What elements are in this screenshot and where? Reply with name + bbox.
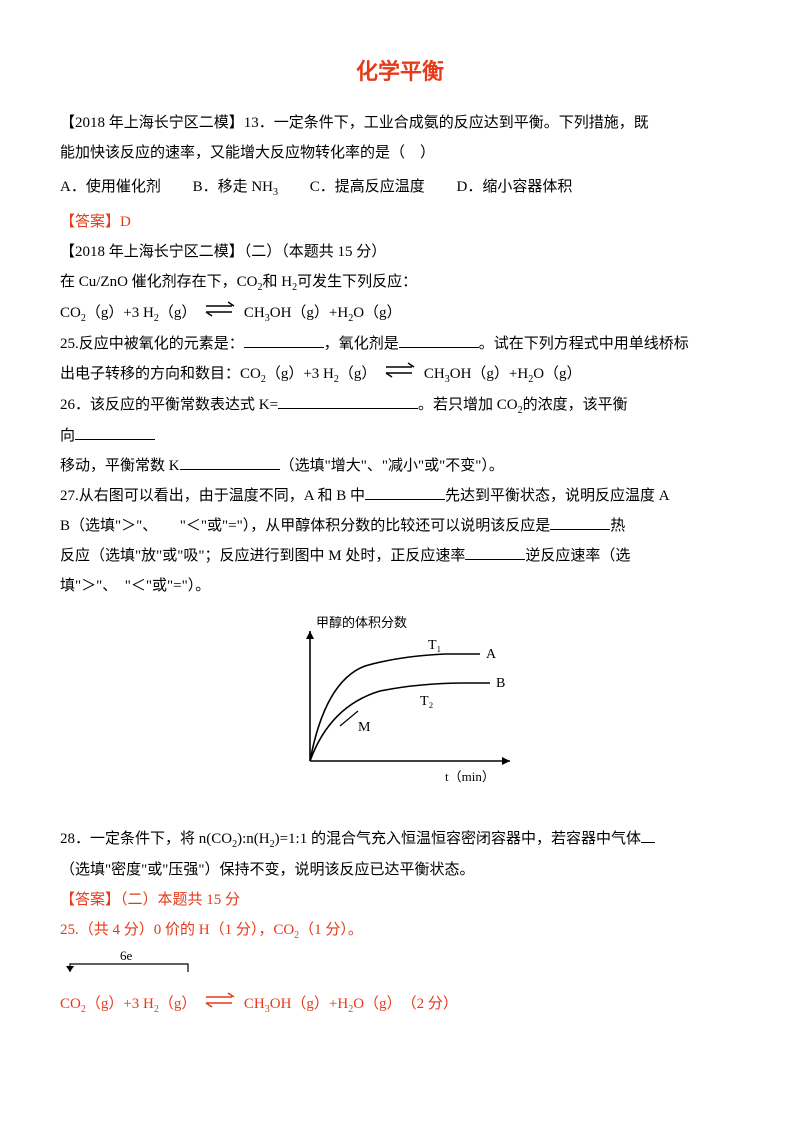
sec2-t2: 和 H xyxy=(263,274,293,290)
aeq-pts: （2 分） xyxy=(394,996,458,1012)
blank-gas-prop xyxy=(641,827,655,843)
q25-t7: CH xyxy=(424,366,445,382)
q26-t1: 26．该反应的平衡常数表达式 K= xyxy=(60,397,278,413)
a25-t2: （1 分）。 xyxy=(299,922,363,938)
blank-rate-cmp xyxy=(465,544,525,560)
aeq-l3: （g） xyxy=(159,996,197,1012)
eq-r1: CH xyxy=(244,305,265,321)
q26-line1: 26．该反应的平衡常数表达式 K=。若只增加 CO2的浓度，该平衡 xyxy=(60,390,740,421)
blank-k-change xyxy=(180,454,280,470)
chart-b-label: B xyxy=(496,676,505,691)
sec2-t3: 可发生下列反应： xyxy=(297,274,417,290)
q13-options: A．使用催化剂 B．移走 NH3 C．提高反应温度 D．缩小容器体积 xyxy=(60,172,740,203)
q26-line3: 移动，平衡常数 K （选填"增大"、"减小"或"不变"）。 xyxy=(60,451,740,481)
q27-t4: 热 xyxy=(610,518,625,534)
q26-t5: 移动，平衡常数 K xyxy=(60,458,180,474)
q27-t6: 逆反应速率（选 xyxy=(525,548,630,564)
blank-heat-type xyxy=(550,514,610,530)
chart-svg: 甲醇的体积分数 T₁ A T₂ B M t（min） xyxy=(270,611,530,791)
section2-header: 【2018 年上海长宁区二模】（二）（本题共 15 分） xyxy=(60,237,740,267)
q25-t4: 出电子转移的方向和数目：CO xyxy=(60,366,261,382)
q28-t3: )=1:1 的混合气充入恒温恒容密闭容器中，若容器中气体 xyxy=(275,831,641,847)
q25-line1: 25.反应中被氧化的元素是： ，氧化剂是 。试在下列方程式中用单线桥标 xyxy=(60,329,740,359)
chart-a-label: A xyxy=(486,647,497,662)
sec2-t1: 在 Cu/ZnO 催化剂存在下，CO xyxy=(60,274,258,290)
q25-t1: 25.反应中被氧化的元素是： xyxy=(60,336,244,352)
q27-line3: 反应（选填"放"或"吸"；反应进行到图中 M 处时，正反应速率 逆反应速率（选 xyxy=(60,541,740,571)
q28-t2: ):n(H xyxy=(237,831,270,847)
q25-t8: OH（g）+H xyxy=(450,366,528,382)
q27-t2: 先达到平衡状态，说明反应温度 A xyxy=(445,488,670,504)
q25-t3: 。试在下列方程式中用单线桥标 xyxy=(479,336,689,352)
q28-line2: （选填"密度"或"压强"）保持不变，说明该反应已达平衡状态。 xyxy=(60,855,740,885)
eq-r3: O（g） xyxy=(353,305,401,321)
q25-line2: 出电子转移的方向和数目：CO2（g）+3 H2（g） CH3OH（g）+H2O（… xyxy=(60,359,740,390)
q26-t3: 的浓度，该平衡 xyxy=(523,397,628,413)
aeq-r2: OH（g）+H xyxy=(270,996,348,1012)
equilibrium-arrow-icon xyxy=(200,990,240,1020)
methanol-fraction-chart: 甲醇的体积分数 T₁ A T₂ B M t（min） xyxy=(60,611,740,802)
q27-t1: 27.从右图可以看出，由于温度不同，A 和 B 中 xyxy=(60,488,365,504)
q28-t1: 28．一定条件下，将 n(CO xyxy=(60,831,232,847)
q13-answer: 【答案】D xyxy=(60,207,740,237)
electron-bridge-diagram: 6e xyxy=(60,948,740,987)
bridge-6e-label: 6e xyxy=(120,948,133,963)
q25-t6: （g） xyxy=(339,366,377,382)
chart-xlabel: t（min） xyxy=(445,769,495,784)
eq-h2: （g）+3 H xyxy=(86,305,154,321)
blank-first-eq xyxy=(365,484,445,500)
q26-line2: 向 xyxy=(60,421,740,451)
q27-t5: 反应（选填"放"或"吸"；反应进行到图中 M 处时，正反应速率 xyxy=(60,548,465,564)
q13-stem-line1: 【2018 年上海长宁区二模】13．一定条件下，工业合成氨的反应达到平衡。下列措… xyxy=(60,108,740,138)
answer2-header: 【答案】（二）本题共 15 分 xyxy=(60,885,740,915)
q13-stem-line2: 能加快该反应的速率，又能增大反应物转化率的是（ ） xyxy=(60,138,740,168)
eq-co2: CO xyxy=(60,305,81,321)
answer25-equation: CO2（g）+3 H2（g） CH3OH（g）+H2O（g） （2 分） xyxy=(60,989,740,1020)
blank-shift-dir xyxy=(75,424,155,440)
q26-t2: 。若只增加 CO xyxy=(418,397,518,413)
q28-line1: 28．一定条件下，将 n(CO2):n(H2)=1:1 的混合气充入恒温恒容密闭… xyxy=(60,824,740,855)
a25-t1: 25.（共 4 分）0 价的 H（1 分），CO xyxy=(60,922,294,938)
q27-t3: B（选填"＞"、 "＜"或"="），从甲醇体积分数的比较还可以说明该反应是 xyxy=(60,518,550,534)
q25-t2: ，氧化剂是 xyxy=(324,336,399,352)
chart-t1-label: T₁ xyxy=(428,638,441,653)
aeq-r3: O（g） xyxy=(353,996,394,1012)
q27-line1: 27.从右图可以看出，由于温度不同，A 和 B 中 先达到平衡状态，说明反应温度 … xyxy=(60,481,740,511)
q27-line2: B（选填"＞"、 "＜"或"="），从甲醇体积分数的比较还可以说明该反应是 热 xyxy=(60,511,740,541)
q13-opt-c: C．提高反应温度 xyxy=(310,172,425,202)
aeq-r1: CH xyxy=(244,996,265,1012)
q25-t9: O（g） xyxy=(533,366,581,382)
section2-equation: CO2（g）+3 H2（g） CH3OH（g）+H2O（g） xyxy=(60,298,740,329)
q13-opt-b-sub: 3 xyxy=(273,187,278,198)
chart-m-label: M xyxy=(358,720,371,735)
page-title: 化学平衡 xyxy=(60,50,740,94)
chart-ylabel: 甲醇的体积分数 xyxy=(316,615,407,630)
blank-oxidized xyxy=(244,332,324,348)
answer25: 25.（共 4 分）0 价的 H（1 分），CO2（1 分）。 xyxy=(60,915,740,946)
q13-opt-d: D．缩小容器体积 xyxy=(457,172,573,202)
q27-line4: 填"＞"、 "＜"或"="）。 xyxy=(60,571,740,601)
equilibrium-arrow-icon xyxy=(200,299,240,329)
aeq-h2: （g）+3 H xyxy=(86,996,154,1012)
eq-r2: OH（g）+H xyxy=(270,305,348,321)
section2-context: 在 Cu/ZnO 催化剂存在下，CO2和 H2可发生下列反应： xyxy=(60,267,740,298)
eq-l3: （g） xyxy=(159,305,197,321)
q26-t4: 向 xyxy=(60,428,75,444)
equilibrium-arrow-icon xyxy=(380,360,420,390)
q26-t6: （选填"增大"、"减小"或"不变"）。 xyxy=(280,458,504,474)
q13-opt-b-text: B．移走 NH xyxy=(193,179,273,195)
q13-opt-a: A．使用催化剂 xyxy=(60,172,161,202)
q13-opt-b: B．移走 NH3 xyxy=(193,172,278,203)
blank-oxidizer xyxy=(399,332,479,348)
aeq-co2: CO xyxy=(60,996,81,1012)
blank-k-expr xyxy=(278,393,418,409)
q25-t5: （g）+3 H xyxy=(266,366,334,382)
chart-t2-label: T₂ xyxy=(420,694,434,709)
